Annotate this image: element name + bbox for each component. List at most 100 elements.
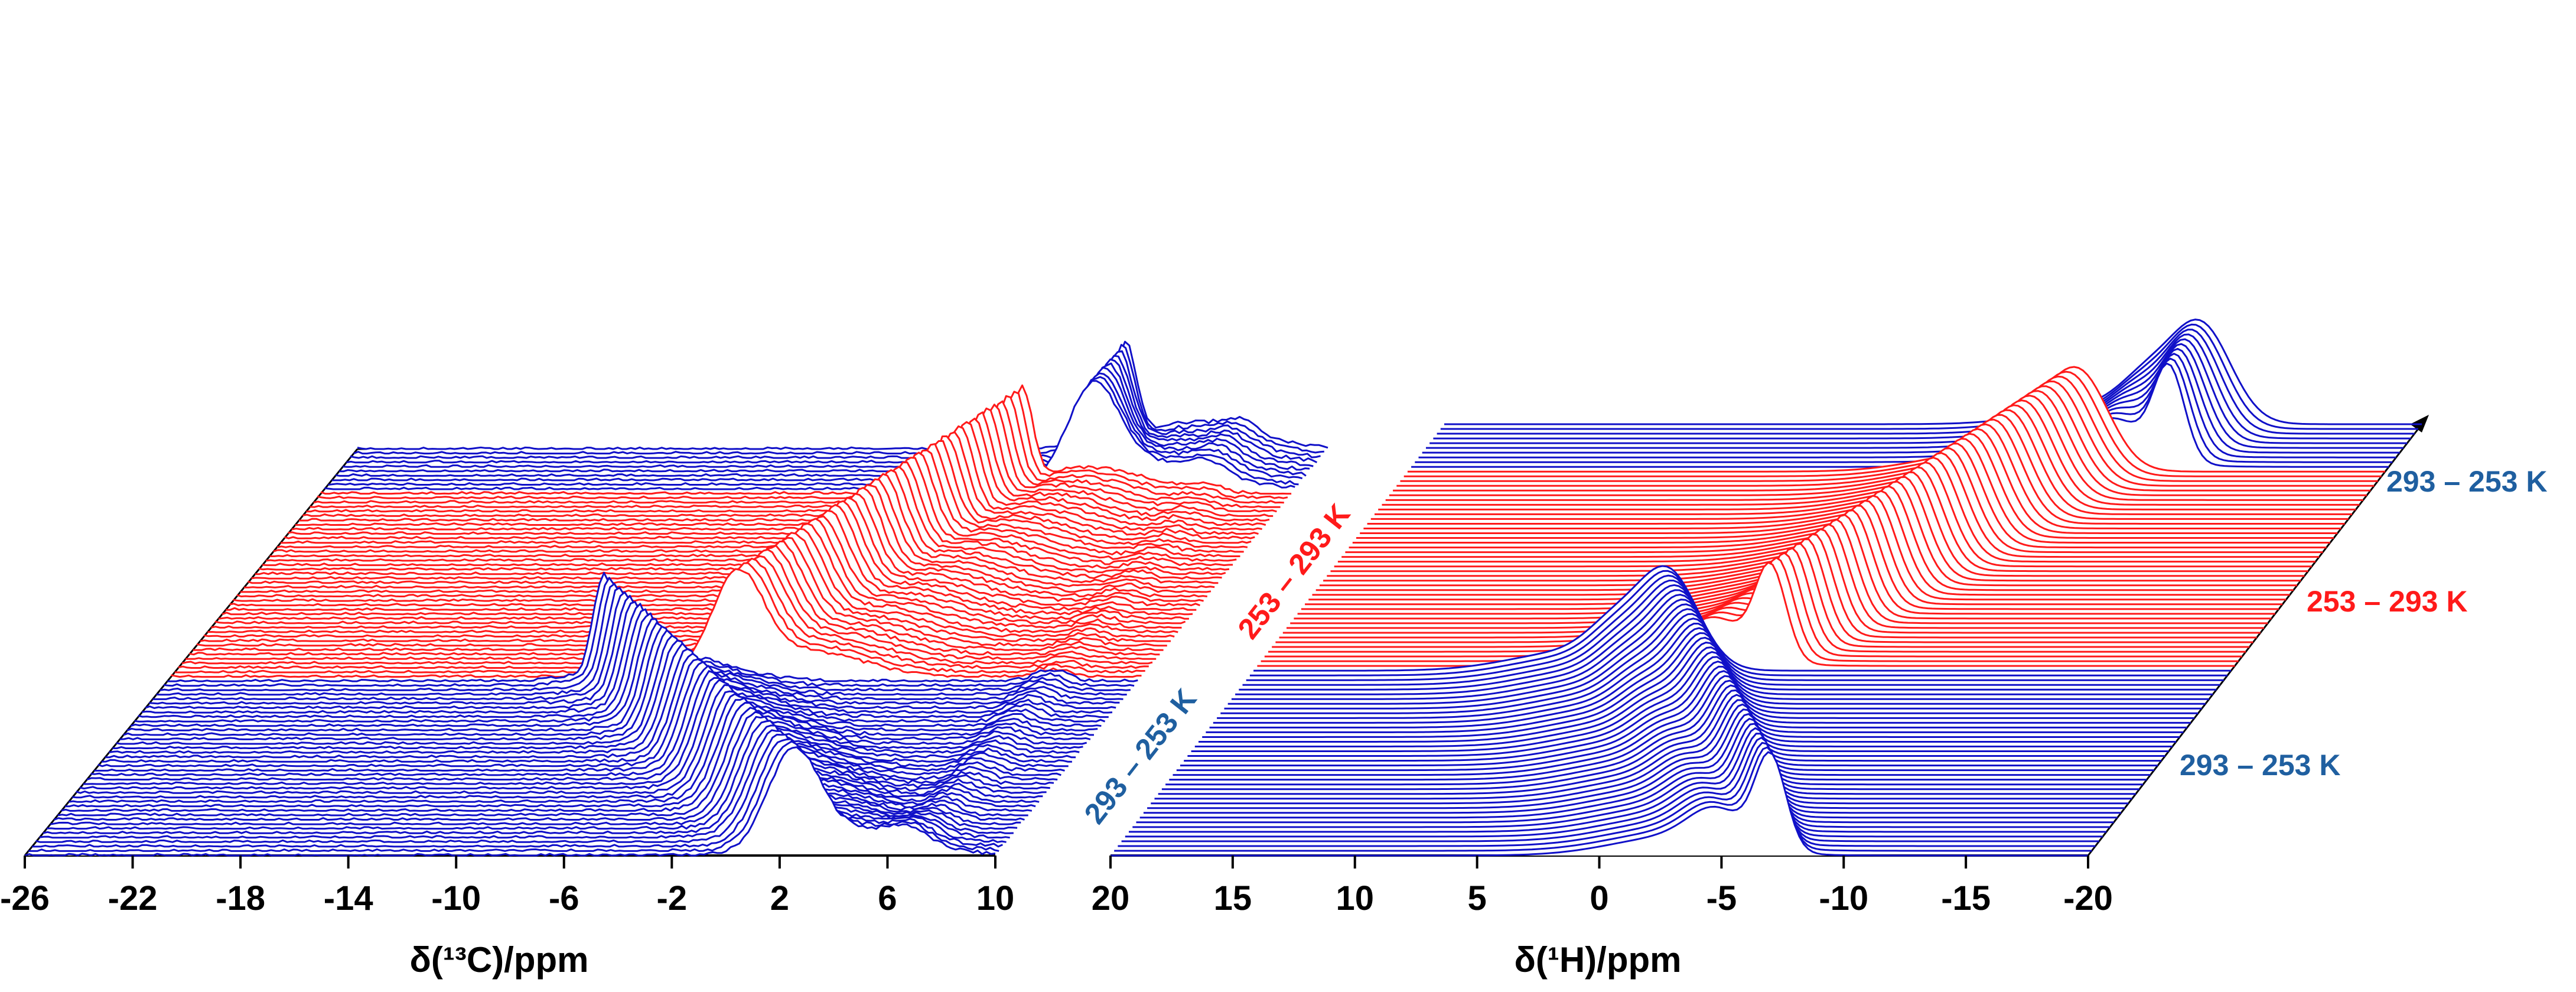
spectrum-trace <box>291 421 1262 531</box>
spectrum-trace <box>306 404 1277 513</box>
spectrum-trace <box>1132 723 2111 828</box>
spectrum-trace <box>211 518 1182 629</box>
spectrum-trace <box>1403 370 2382 477</box>
spectrum-trace <box>79 679 1050 790</box>
spectrum-trace <box>313 395 1284 504</box>
spectrum-trace <box>1249 570 2227 676</box>
spectrum-trace <box>1382 399 2360 506</box>
carbon-x-ticks: -26 -22 -18 -14 -10 -6 -2 2 6 10 <box>0 856 1014 918</box>
spectrum-trace <box>324 380 1295 490</box>
proton-spectra-traces <box>1110 318 2422 857</box>
x-tick-label: 10 <box>1336 879 1374 918</box>
spectrum-trace <box>1389 390 2367 496</box>
spectrum-trace <box>86 670 1058 780</box>
spectrum-trace <box>320 384 1292 495</box>
spectrum-trace <box>1396 380 2375 487</box>
x-tick-label: 15 <box>1214 879 1252 918</box>
spectrum-trace <box>76 684 1047 794</box>
spectrum-trace <box>1136 718 2114 824</box>
spectrum-trace <box>281 435 1252 544</box>
spectrum-trace <box>1407 366 2385 473</box>
proton-x-ticks: 20 15 10 5 0 -5 -10 -15 -20 <box>1092 856 2113 918</box>
spectrum-trace <box>276 440 1248 548</box>
spectrum-trace <box>1242 580 2220 686</box>
x-tick-label: -18 <box>216 879 265 918</box>
spectrum-trace <box>90 665 1061 776</box>
x-tick-label: 5 <box>1467 879 1486 918</box>
spectrum-trace <box>97 658 1069 767</box>
spectrum-trace <box>1257 561 2235 667</box>
spectrum-trace <box>119 629 1091 740</box>
spectrum-trace <box>288 425 1259 535</box>
spectrum-trace <box>1378 404 2356 510</box>
spectrum-trace <box>1440 323 2418 430</box>
spectrum-trace <box>203 528 1175 638</box>
spectrum-trace <box>310 400 1281 508</box>
spectrum-trace <box>101 652 1072 763</box>
proton-spectra-panel: 20 15 10 5 0 -5 -10 -15 -20 δ(¹H)/ppm <box>1092 318 2429 980</box>
x-tick-label: 0 <box>1590 879 1608 918</box>
spectrum-trace <box>1147 703 2125 809</box>
spectrum-trace <box>112 639 1083 749</box>
carbon-axis-title: δ(¹³C)/ppm <box>410 940 589 980</box>
x-tick-label: -22 <box>108 879 158 918</box>
x-tick-label: 6 <box>878 879 897 918</box>
spectrum-trace <box>1121 737 2099 843</box>
spectrum-trace <box>1125 733 2103 838</box>
spectrum-trace <box>83 676 1054 785</box>
spectrum-trace <box>1393 385 2371 492</box>
x-tick-label: -5 <box>1707 879 1737 918</box>
spectrum-trace <box>109 642 1080 754</box>
spectrum-trace <box>24 746 996 857</box>
x-tick-label: -10 <box>431 879 481 918</box>
temp-label-right-bottom: 293 – 253 K <box>2180 749 2340 782</box>
spectrum-trace <box>1253 565 2232 672</box>
spectrum-trace <box>116 635 1087 745</box>
carbon-spectra-traces <box>24 340 1328 857</box>
spectrum-trace <box>273 443 1244 553</box>
spectrum-trace <box>1110 751 2088 857</box>
spectrum-trace <box>1114 746 2092 852</box>
spectrum-trace <box>1444 318 2422 425</box>
spectrum-trace <box>1385 395 2363 501</box>
spectrum-trace <box>299 411 1270 522</box>
carbon-spectra-panel: -26 -22 -18 -14 -10 -6 -2 2 6 10 δ(¹³C)/ppm <box>0 340 1328 980</box>
spectrum-trace <box>218 509 1189 620</box>
spectrum-trace <box>226 500 1197 611</box>
spectrum-trace <box>295 417 1266 526</box>
spectrum-trace <box>1400 375 2378 482</box>
x-tick-label: -20 <box>2063 879 2113 918</box>
x-tick-label: 20 <box>1092 879 1130 918</box>
spectrum-trace <box>1139 713 2118 819</box>
spectrum-trace <box>1129 727 2106 833</box>
x-tick-label: -10 <box>1819 879 1868 918</box>
x-tick-label: -2 <box>657 879 688 918</box>
x-tick-label: 10 <box>976 879 1015 918</box>
x-tick-label: -14 <box>324 879 373 918</box>
x-tick-label: -15 <box>1941 879 1991 918</box>
spectrum-trace <box>130 618 1102 727</box>
x-tick-label: 2 <box>770 879 789 918</box>
proton-axis-title: δ(¹H)/ppm <box>1515 940 1682 980</box>
spectrum-trace <box>126 622 1098 731</box>
spectrum-trace <box>1246 574 2224 681</box>
x-tick-label: -6 <box>549 879 579 918</box>
spectrum-trace <box>269 449 1240 557</box>
spectrum-trace <box>222 503 1193 616</box>
spectrum-trace <box>214 515 1186 625</box>
spectrum-trace <box>207 522 1178 633</box>
spectrum-trace <box>1180 661 2158 767</box>
spectrum-trace <box>1118 741 2096 847</box>
spectrum-trace <box>200 532 1171 642</box>
spectrum-trace <box>1143 708 2121 814</box>
temp-label-right-top: 293 – 253 K <box>2386 465 2547 498</box>
spectrum-trace <box>284 431 1255 539</box>
spectrum-trace <box>317 391 1288 499</box>
spectrum-trace <box>134 612 1106 723</box>
temp-label-right-middle: 253 – 293 K <box>2307 585 2467 618</box>
x-tick-label: -26 <box>0 879 50 918</box>
spectrum-trace <box>123 625 1094 736</box>
spectrum-trace <box>105 648 1076 759</box>
spectrum-trace <box>94 661 1065 772</box>
